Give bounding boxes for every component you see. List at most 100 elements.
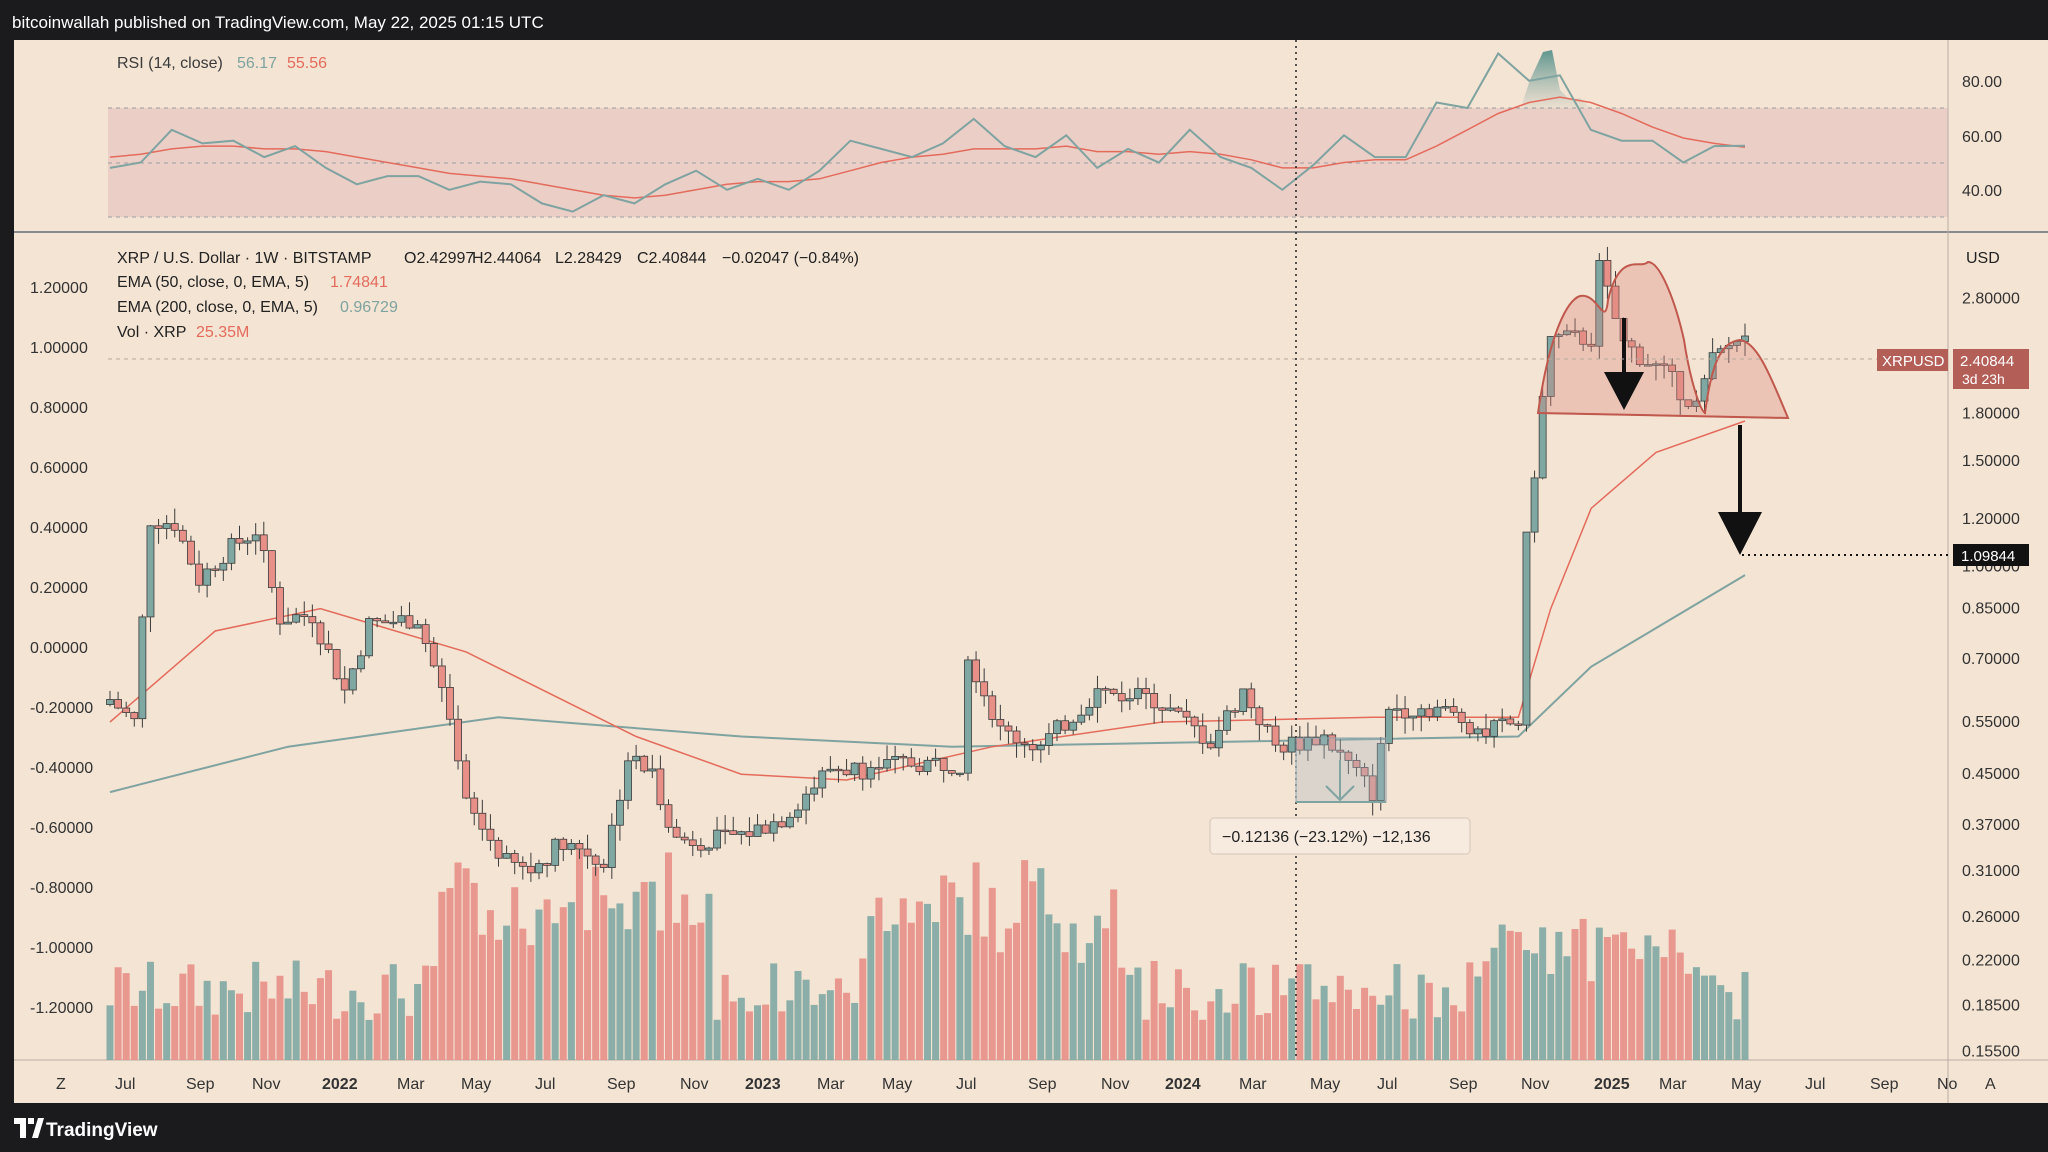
candle-body	[1206, 742, 1215, 749]
head-and-shoulders-pattern[interactable]	[1536, 260, 1790, 420]
volume-bar	[1417, 974, 1425, 1060]
candle-body	[923, 759, 932, 772]
volume-bar	[1490, 947, 1498, 1060]
volume-bar	[713, 1019, 721, 1060]
candle-body	[357, 655, 365, 670]
volume-bar	[171, 1006, 179, 1060]
candle-body	[178, 529, 187, 542]
candle-body	[1053, 720, 1061, 735]
volume-bar	[1611, 934, 1619, 1060]
down-arrow-head	[1604, 318, 1644, 410]
rsi-panel[interactable]: RSI (14, close) 56.17 55.56	[108, 50, 1948, 218]
candle-body	[858, 762, 867, 780]
volume-bar	[195, 1005, 203, 1060]
volume-bar	[211, 1014, 219, 1060]
candle-body	[591, 855, 600, 865]
left-axis-tick: 0.00000	[30, 640, 88, 657]
candle-body	[1190, 716, 1199, 727]
candle-body	[1522, 531, 1531, 726]
candle-body	[972, 659, 980, 683]
candle-body	[1223, 710, 1231, 731]
volume-bar	[762, 1004, 770, 1060]
candle-body	[616, 799, 624, 826]
volume-bar	[1037, 868, 1045, 1060]
rsi-moving-average-line	[109, 96, 1746, 199]
volume-bar	[851, 1002, 859, 1060]
left-axis-tick: -0.60000	[30, 820, 93, 837]
volume-bar	[1166, 1007, 1174, 1060]
volume-bar	[300, 991, 308, 1060]
volume-bar	[1336, 975, 1344, 1060]
candle-body	[518, 861, 527, 867]
volume-bar	[333, 1018, 341, 1060]
volume-bar	[689, 924, 697, 1060]
down-arrow-target	[1718, 425, 1762, 555]
target-badge-value: 1.09844	[1961, 548, 2015, 565]
candle-body	[1231, 710, 1239, 713]
volume-bar	[122, 973, 130, 1060]
candle-body	[1174, 707, 1183, 712]
time-axis-tick: Sep	[1028, 1076, 1057, 1093]
candle-body	[1109, 688, 1118, 694]
candle-body	[915, 765, 924, 772]
volume-bar	[1247, 967, 1255, 1060]
left-axis-tick: 0.80000	[30, 400, 88, 417]
volume-bar	[697, 922, 705, 1060]
left-axis-tick: -0.40000	[30, 760, 93, 777]
volume-bar	[486, 910, 494, 1060]
volume-bars	[106, 849, 1749, 1060]
right-axis-tick: 0.37000	[1962, 817, 2020, 834]
candle-body	[1465, 722, 1474, 735]
volume-bar	[826, 990, 834, 1060]
candle-body	[761, 824, 770, 834]
ohlc-open: O2.42997	[404, 250, 474, 267]
volume-bar	[1150, 960, 1158, 1060]
volume-bar	[1522, 950, 1530, 1060]
time-axis-tick: Jul	[115, 1076, 135, 1093]
right-axis-tick: 1.50000	[1962, 453, 2020, 470]
ohlc-change: −0.02047 (−0.84%)	[722, 250, 859, 267]
volume-bar	[478, 934, 486, 1060]
volume-bar	[1361, 987, 1369, 1060]
volume-bar	[1126, 974, 1134, 1060]
candle-body	[1271, 725, 1280, 746]
volume-bar	[1377, 1004, 1385, 1060]
candle-body	[1020, 742, 1029, 745]
volume-bar	[745, 1011, 753, 1060]
volume-bar	[551, 923, 559, 1060]
rsi-tick: 40.00	[1962, 183, 2002, 200]
candle-body	[170, 523, 179, 531]
volume-bar	[1021, 860, 1029, 1060]
candle-body	[389, 621, 398, 625]
volume-bar	[1393, 964, 1401, 1060]
time-axis[interactable]: Z A Jul Sep Nov 2022 Mar May Jul Sep Nov 2023 Mar M…	[56, 1076, 1996, 1093]
volume-bar	[260, 981, 268, 1060]
candle-body	[632, 755, 641, 762]
time-axis-right-corner: A	[1985, 1076, 1996, 1093]
candle-body	[324, 643, 333, 650]
volume-bar	[843, 992, 851, 1060]
time-axis-tick: Mar	[1239, 1076, 1267, 1093]
volume-bar	[1555, 931, 1563, 1060]
candle-body	[964, 659, 972, 774]
tradingview-logo[interactable]: TradingView	[14, 1118, 158, 1141]
volume-bar	[1288, 978, 1296, 1060]
volume-bar	[454, 862, 462, 1060]
volume-bar	[1312, 999, 1320, 1060]
volume-bar	[341, 1011, 349, 1060]
candle-body	[891, 755, 900, 760]
candle-body	[802, 793, 810, 811]
candle-body	[526, 865, 535, 874]
volume-bar	[891, 924, 899, 1060]
volume-bar	[1328, 1002, 1336, 1060]
right-axis-tick: 0.15500	[1962, 1043, 2020, 1060]
head-and-shoulders-shape	[1536, 260, 1790, 420]
candle-body	[794, 809, 802, 818]
right-price-axis[interactable]: USD 2.800001.800001.500001.200001.000000…	[1877, 250, 2029, 1060]
volume-legend-value: 25.35M	[196, 324, 249, 341]
measure-tool[interactable]: −0.12136 (−23.12%) −12,136	[1209, 737, 1471, 855]
candle-body	[1247, 688, 1256, 709]
volume-bar	[1215, 989, 1223, 1060]
time-axis-left-corner: Z	[56, 1076, 66, 1093]
